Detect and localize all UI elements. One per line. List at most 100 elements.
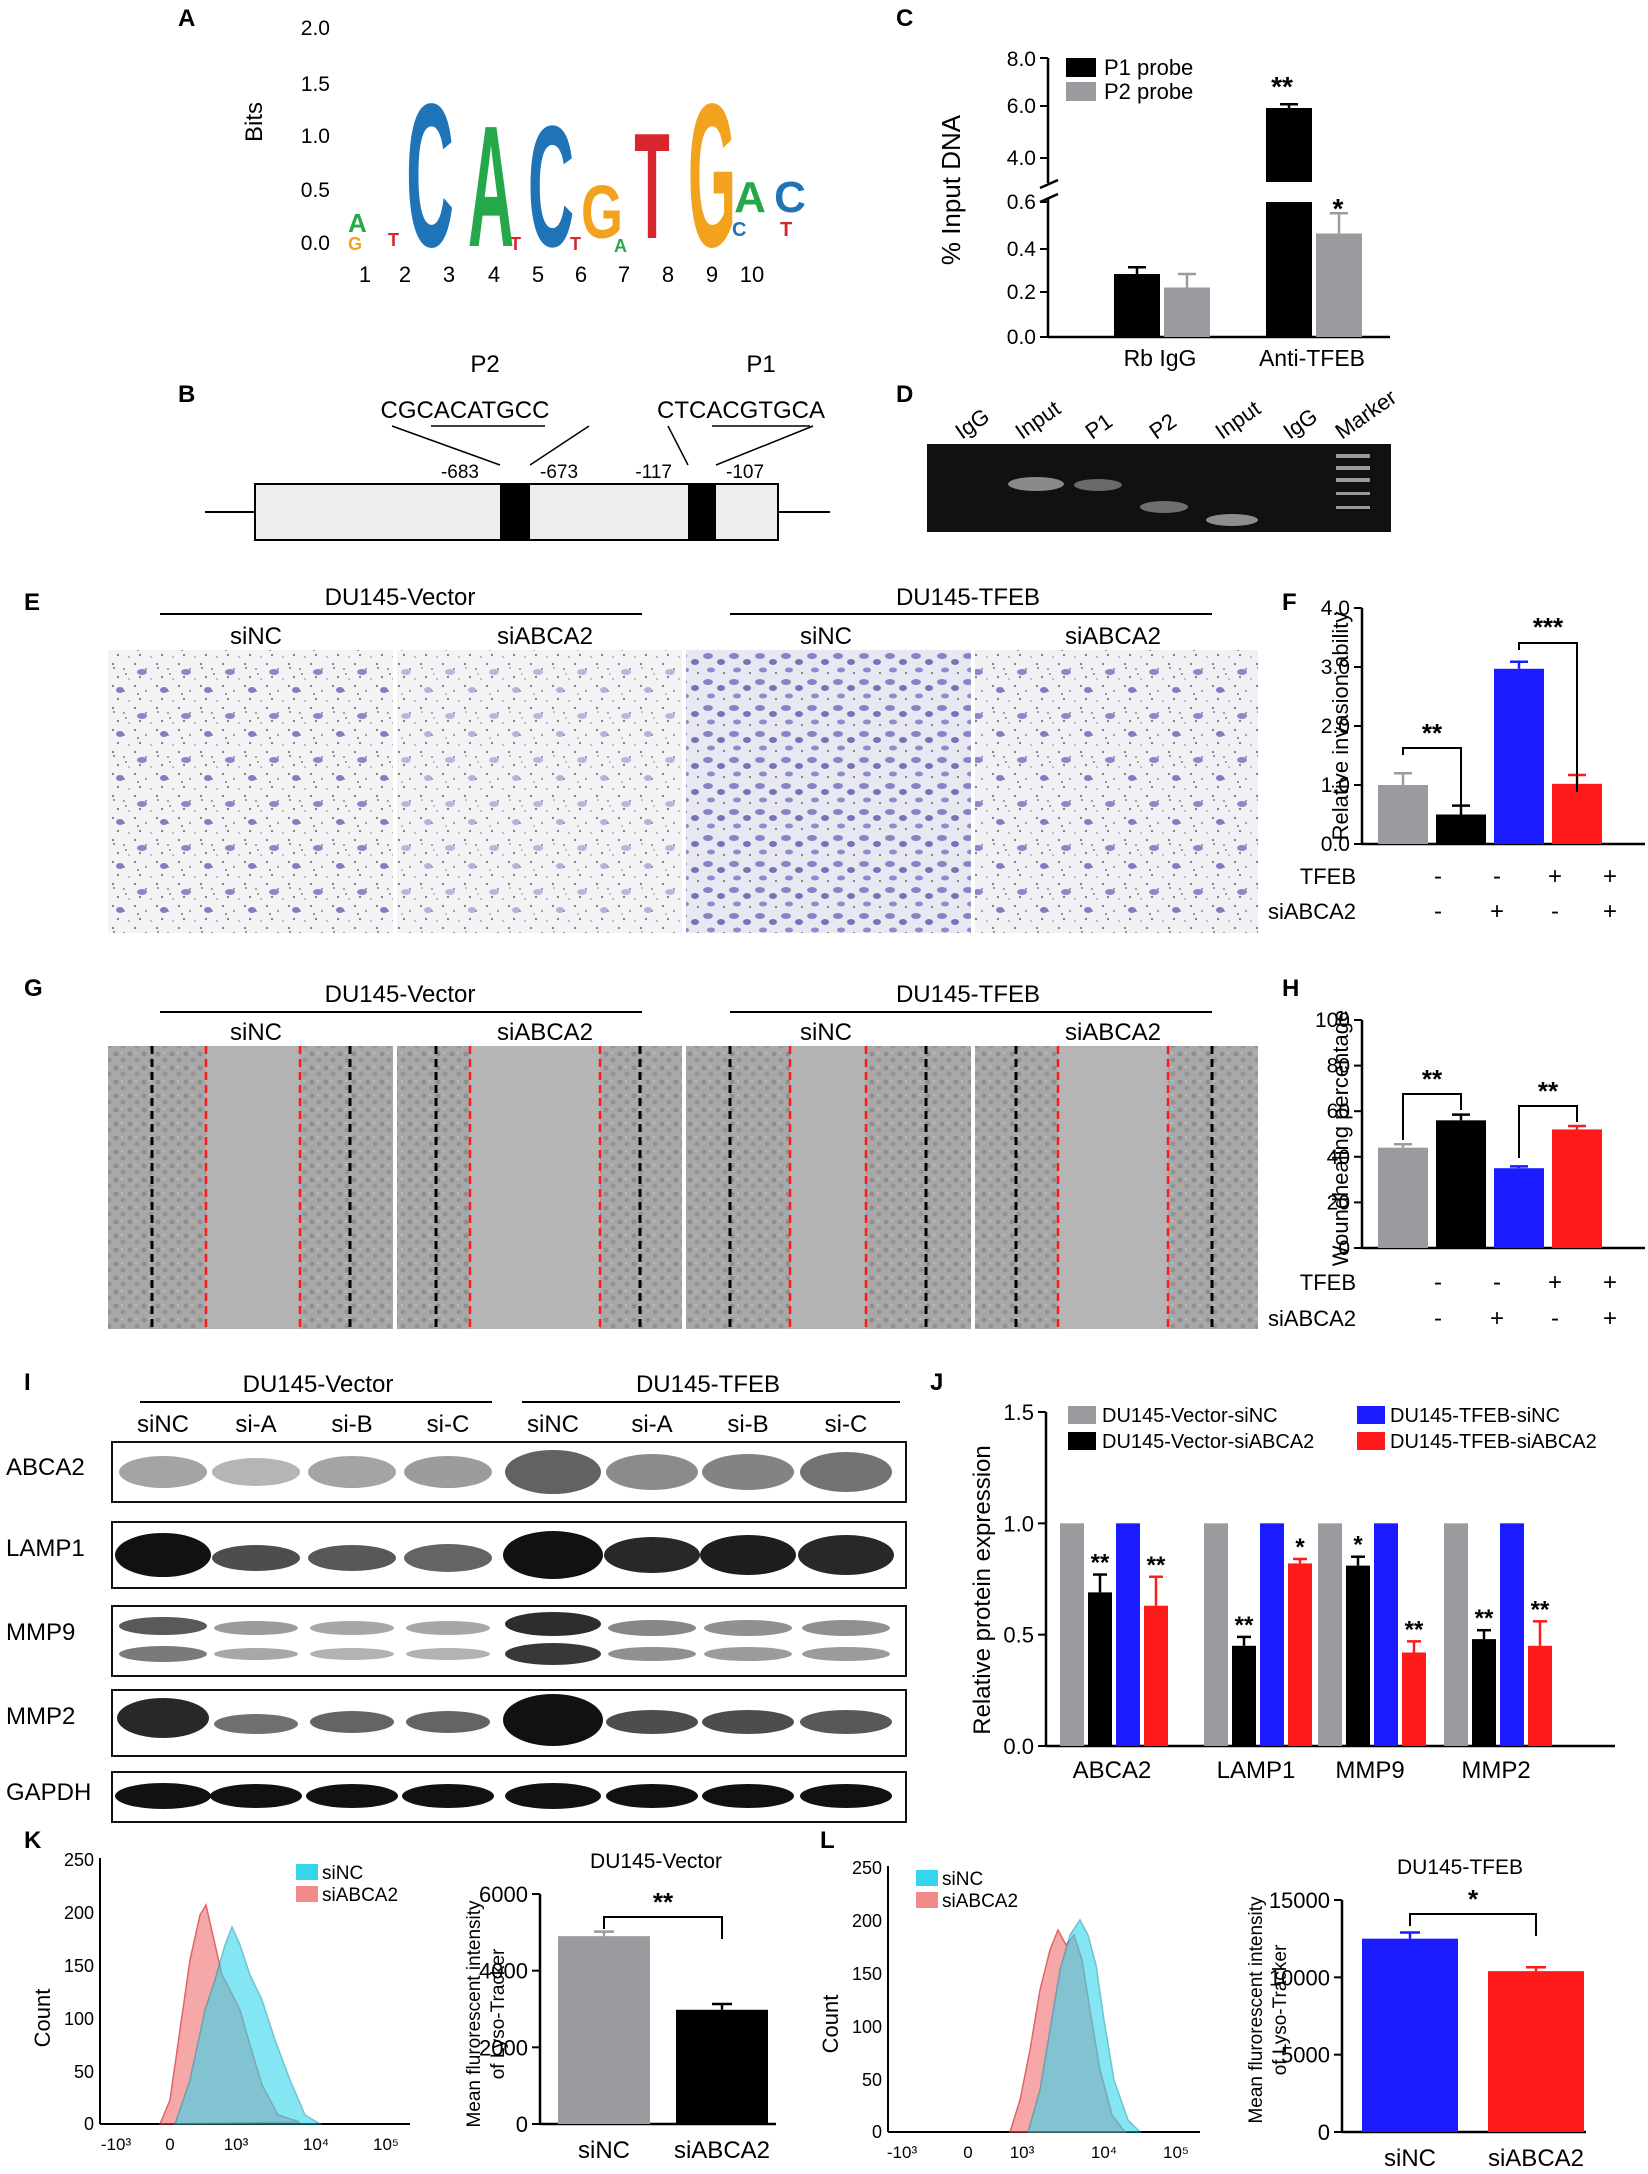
logo-letter: A [734,173,766,222]
y-axis-label: Woundhealing percentage [1328,1010,1353,1266]
x-tick-label: 10⁴ [1091,2143,1117,2162]
panel-i: I DU145-Vector DU145-TFEB siNC si-A si-B… [6,1369,907,1823]
x-tick-label: 10³ [224,2135,249,2154]
y-tick-label: 50 [862,2070,882,2090]
x-tick-label: 10³ [1010,2143,1035,2162]
legend-swatch [1066,58,1096,77]
bar [1204,1523,1228,1746]
blot-mmp2 [111,1689,907,1757]
protein-label: MMP2 [6,1703,75,1730]
x-tick-label: Anti-TFEB [1259,345,1365,371]
bar [1444,1523,1468,1746]
panel-label: K [24,1827,42,1854]
logo-letter: T [634,103,669,271]
y-tick-label: 4.0 [1007,147,1036,170]
legend-label: DU145-Vector-siABCA2 [1102,1431,1314,1453]
factor-sign: - [1434,1305,1442,1332]
y-axis-label: of Lyso-Tracker [1270,1944,1291,2075]
lane-label: si-C [427,1411,470,1438]
condition-label: siABCA2 [497,623,593,650]
lane-label: Input [1211,396,1265,445]
lane-label: Input [1011,396,1065,445]
wound-image [108,1046,393,1329]
y-axis-label: Relative invasion ability [1328,612,1353,841]
significance-label: ** [1147,1552,1166,1579]
site-position: -673 [540,462,578,483]
factor-sign: - [1434,863,1442,890]
y-tick-label: 50 [74,2062,94,2082]
y-tick-label: 100 [852,2017,882,2037]
logo-letter: C [528,90,574,284]
position-label: 2 [399,262,411,287]
marker-ladder [1336,454,1370,509]
y-tick-label: 1.0 [1003,1511,1034,1536]
significance-label: ** [1235,1612,1254,1639]
site-position: -683 [441,462,479,483]
y-tick-label: 0 [84,2114,94,2134]
significance-bracket [1409,1913,1537,1936]
bar [1232,1645,1256,1746]
factor-label: TFEB [1300,864,1356,889]
group-label: DU145-Vector [325,584,476,611]
legend-label: DU145-TFEB-siABCA2 [1390,1431,1597,1453]
lane-label: si-A [631,1411,672,1438]
significance-label: ** [1422,718,1443,748]
factor-sign: + [1603,863,1617,890]
y-tick-label: 1.5 [301,73,330,96]
logo-letter: G [581,170,623,254]
legend-swatch [1066,82,1096,101]
x-tick-label: 10⁴ [303,2135,329,2154]
significance-bracket [1402,747,1462,805]
y-tick-label: 2.0 [301,17,330,40]
y-tick-label: 15000 [1269,1888,1330,1913]
connector-line [391,425,501,466]
binding-site-p2 [500,484,530,540]
condition-label: siABCA2 [1065,1019,1161,1046]
protein-label: MMP9 [6,1619,75,1646]
panel-h: H Woundhealing percentage 100 80 60 40 20 0 **… [1268,975,1645,1332]
significance-label: * [1333,193,1344,224]
panel-label: J [930,1369,943,1396]
bar [1378,1147,1428,1248]
x-tick-label: -10³ [101,2135,132,2154]
axis-break [1039,192,1059,204]
x-tick-label: MMP2 [1461,1757,1530,1784]
bar [1116,1523,1140,1746]
panel-a: A Bits 2.0 1.5 1.0 0.5 0.0 A G T T T A C… [178,5,806,291]
condition-label: siNC [230,623,282,650]
factor-sign: + [1548,863,1562,890]
y-tick-label: 40 [1327,1146,1350,1169]
legend-swatch [296,1886,318,1902]
factor-sign: + [1603,1269,1617,1296]
panel-b: B P2 P1 CGCACATGCC CTCACGTGCA -683 -673 … [178,351,830,541]
significance-label: ** [1475,1605,1494,1632]
y-axis-label: of Lyso-Tracker [488,1948,509,2079]
factor-sign: + [1548,1269,1562,1296]
position-label: 1 [359,262,371,287]
lane-label: si-C [825,1411,868,1438]
logo-letter: G [688,62,736,291]
flow-histogram: 250 200 150 100 50 0 -10³ 0 10³ 10⁴ 10⁵ … [64,1850,410,2154]
bar [1436,1120,1486,1248]
y-tick-label: 0.5 [1003,1623,1034,1648]
bar [1316,233,1362,337]
wound-image [686,1046,971,1329]
significance-label: * [1468,1884,1479,1914]
panel-label: C [896,5,913,32]
y-tick-label: 10000 [1269,1965,1330,1990]
y-tick-label: 0.0 [301,232,330,255]
logo-letter: T [388,230,399,250]
condition-label: siABCA2 [1065,623,1161,650]
x-tick-label: ABCA2 [1073,1757,1152,1784]
legend-swatch [1357,1406,1385,1424]
significance-label: ** [1271,71,1293,102]
significance-label: ** [1531,1596,1550,1623]
blot-abca2 [111,1441,907,1503]
significance-label: ** [1405,1616,1424,1643]
x-tick-label: 10⁵ [373,2135,399,2154]
factor-sign: + [1490,1305,1504,1332]
bar [1488,1971,1584,2132]
factor-label: siABCA2 [1268,1306,1356,1331]
legend-label: P2 probe [1104,79,1193,104]
y-tick-label: 0.5 [301,179,330,202]
